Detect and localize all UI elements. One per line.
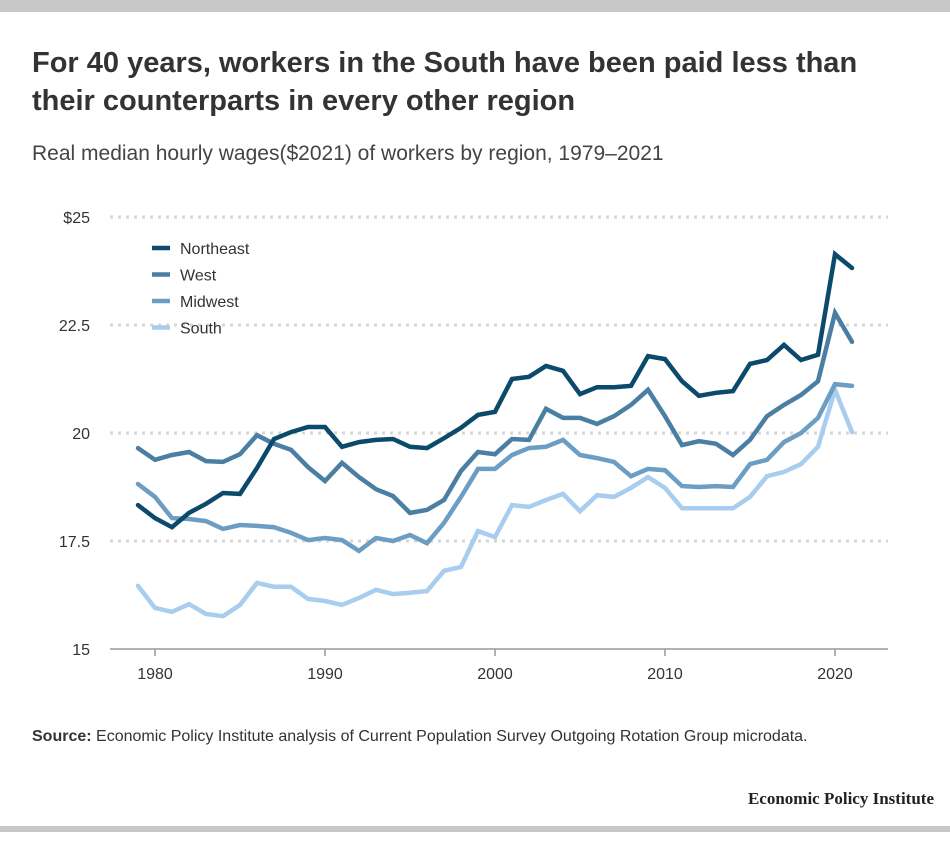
series-line-northeast [135,250,855,530]
legend-label-south: South [180,321,222,338]
legend-label-west: West [180,268,217,285]
y-tick-label: 17.5 [59,534,90,551]
bottom-border [0,826,950,832]
chart-subtitle: Real median hourly wages($2021) of worke… [32,142,664,165]
x-tick-label: 1980 [137,666,173,683]
series-line-south [135,382,855,619]
series-line-midwest [135,381,855,554]
legend-label-northeast: Northeast [180,241,250,258]
source-text: Economic Policy Institute analysis of Cu… [96,728,808,745]
y-tick-label: $25 [63,210,90,227]
y-tick-label: 22.5 [59,318,90,335]
series-line-west [135,307,855,516]
x-tick-label: 2000 [477,666,513,683]
top-border [0,0,950,12]
chart-title: For 40 years, workers in the South have … [32,47,858,117]
x-tick-label: 1990 [307,666,343,683]
legend-label-midwest: Midwest [180,294,239,311]
x-tick-label: 2010 [647,666,683,683]
y-tick-label: 15 [72,642,90,659]
y-tick-label: 20 [72,426,90,443]
epi-logo: Economic Policy Institute [747,789,934,808]
source-note: Source: Economic Policy Institute analys… [32,725,912,749]
source-label: Source: [32,728,92,745]
x-tick-label: 2020 [817,666,853,683]
line-chart: 15 17.5 20 22.5 $25 1980 1990 2000 2010 2020 North… [59,210,888,683]
